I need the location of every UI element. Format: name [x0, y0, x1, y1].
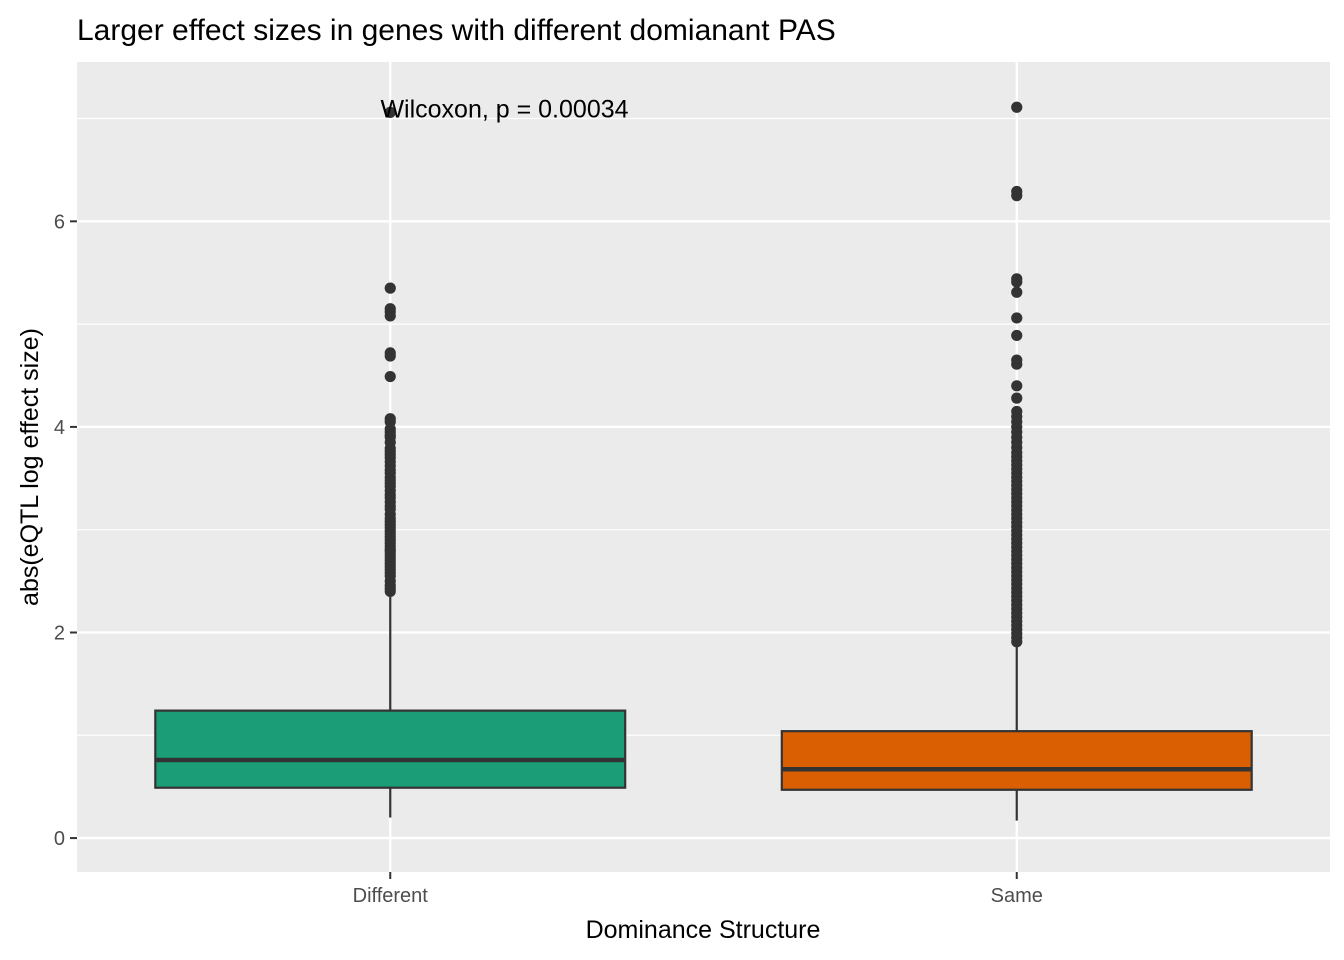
y-tick-label: 4 — [54, 417, 65, 439]
x-tick-label: Same — [991, 885, 1043, 907]
y-tick-label: 0 — [54, 828, 65, 850]
y-axis: 0 2 4 6 — [54, 211, 77, 850]
outlier-point — [1011, 358, 1023, 370]
outlier-point — [1011, 380, 1023, 392]
x-tick-label: Different — [353, 885, 429, 907]
box-series — [154, 101, 1253, 821]
chart-title: Larger effect sizes in genes with differ… — [77, 14, 836, 47]
outlier-point — [384, 106, 396, 118]
outlier-point — [1011, 286, 1023, 298]
outlier-point — [384, 350, 396, 362]
box-group-same — [780, 101, 1253, 821]
y-axis-title: abs(eQTL log effect size) — [16, 328, 44, 606]
box-iqr — [154, 709, 627, 789]
outlier-point — [384, 370, 396, 383]
wilcoxon-annotation: Wilcoxon, p = 0.00034 — [380, 95, 628, 123]
outlier-point — [1011, 329, 1023, 342]
outlier-point — [1011, 276, 1023, 288]
x-axis-title: Dominance Structure — [586, 916, 821, 944]
x-axis: Different Same — [353, 872, 1043, 907]
y-tick-label: 6 — [54, 211, 65, 233]
box-group-different — [154, 106, 627, 818]
outlier-point — [1011, 101, 1023, 113]
outlier-point — [384, 585, 396, 597]
outlier-point — [1011, 392, 1023, 404]
outlier-point — [1011, 312, 1023, 324]
outlier-point — [384, 310, 396, 322]
box-iqr — [780, 730, 1253, 791]
outlier-point — [384, 282, 396, 294]
outlier-point — [1011, 636, 1023, 648]
outlier-point — [1011, 190, 1023, 202]
y-tick-label: 2 — [54, 622, 65, 644]
